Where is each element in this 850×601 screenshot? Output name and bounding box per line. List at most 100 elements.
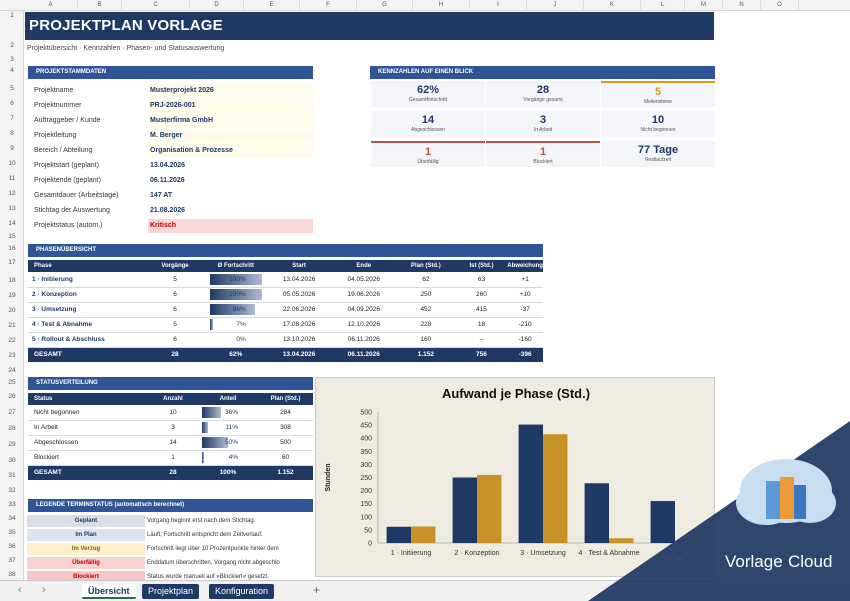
phases-col-header[interactable]: Phase: [28, 260, 146, 272]
row-header-28[interactable]: 28: [8, 425, 16, 432]
phases-col-header[interactable]: Vorgänge: [145, 260, 205, 272]
table-row[interactable]: 1 · Initiierung 5 100% 13.04.2026 04.05.2026…: [28, 272, 543, 288]
row-header-9[interactable]: 9: [10, 145, 14, 152]
table-row[interactable]: Nicht begonnen 10 36% 284: [28, 405, 313, 421]
phases-col-header[interactable]: Start: [266, 260, 332, 272]
row-header-20[interactable]: 20: [8, 307, 16, 314]
column-header-L[interactable]: L: [641, 0, 685, 11]
row-header-33[interactable]: 33: [8, 501, 16, 508]
master-value[interactable]: 21.08.2026: [150, 207, 186, 214]
row-header-27[interactable]: 27: [8, 409, 16, 416]
tab-scroll-left-icon[interactable]: ‹: [18, 584, 22, 596]
row-header-29[interactable]: 29: [8, 441, 16, 448]
row-header-38[interactable]: 38: [8, 571, 16, 578]
table-row[interactable]: 5 · Rollout & Abschluss 6 0% 13.10.2026 06.1…: [28, 332, 543, 348]
row-header-23[interactable]: 23: [8, 352, 16, 359]
column-header-N[interactable]: N: [723, 0, 761, 11]
phases-col-header[interactable]: Ende: [331, 260, 397, 272]
row-header-32[interactable]: 32: [8, 487, 16, 494]
row-header-1[interactable]: 1: [10, 12, 14, 19]
bar-series-1-cat-5[interactable]: [650, 501, 675, 543]
row-header-2[interactable]: 2: [10, 42, 14, 49]
row-header-22[interactable]: 22: [8, 337, 16, 344]
status-col-header[interactable]: Plan (Std.): [258, 393, 313, 405]
master-value[interactable]: PRJ-2026-001: [148, 99, 313, 113]
column-header-C[interactable]: C: [122, 0, 190, 11]
column-header-E[interactable]: E: [244, 0, 300, 11]
column-header-F[interactable]: F: [300, 0, 357, 11]
row-header-8[interactable]: 8: [10, 130, 14, 137]
row-header-36[interactable]: 36: [8, 543, 16, 550]
row-header-13[interactable]: 13: [8, 205, 16, 212]
row-header-31[interactable]: 31: [8, 472, 16, 479]
master-value[interactable]: M. Berger: [148, 129, 313, 143]
row-header-35[interactable]: 35: [8, 529, 16, 536]
row-header-7[interactable]: 7: [10, 115, 14, 122]
row-header-5[interactable]: 5: [10, 85, 14, 92]
master-value[interactable]: 13.04.2026: [150, 162, 186, 169]
table-row[interactable]: 2 · Konzeption 6 100% 05.05.2026 19.06.2026 2…: [28, 287, 543, 303]
bar-series-2-cat-2[interactable]: [477, 474, 502, 543]
row-header-3[interactable]: 3: [10, 56, 14, 63]
column-header-A[interactable]: A: [24, 0, 78, 11]
row-header-6[interactable]: 6: [10, 100, 14, 107]
row-header-19[interactable]: 19: [8, 292, 16, 299]
table-row[interactable]: Abgeschlossen 14 50% 500: [28, 435, 313, 451]
bar-series-2-cat-4[interactable]: [609, 538, 634, 543]
row-header-34[interactable]: 34: [8, 515, 16, 522]
row-header-15[interactable]: 15: [8, 233, 16, 240]
row-header-24[interactable]: 24: [8, 367, 16, 374]
tab-uebersicht[interactable]: Übersicht: [82, 584, 136, 599]
row-header-37[interactable]: 37: [8, 557, 16, 564]
phases-col-header[interactable]: Ist (Std.): [455, 260, 508, 272]
column-header-B[interactable]: B: [78, 0, 122, 11]
phases-col-header[interactable]: Abweichung: [507, 260, 543, 272]
row-header-25[interactable]: 25: [8, 379, 16, 386]
bar-series-1-cat-4[interactable]: [584, 483, 609, 543]
column-header-D[interactable]: D: [190, 0, 244, 11]
tab-konfiguration[interactable]: Konfiguration: [209, 584, 275, 599]
table-row[interactable]: In Arbeit 3 11% 308: [28, 420, 313, 436]
row-header-4[interactable]: 4: [10, 67, 14, 74]
phases-col-header[interactable]: Ø Fortschritt: [204, 260, 267, 272]
row-header-16[interactable]: 16: [8, 245, 16, 252]
master-value[interactable]: 06.11.2026: [150, 177, 185, 184]
tab-scroll-right-icon[interactable]: ›: [42, 584, 46, 596]
table-row[interactable]: Blockiert 1 4% 60: [28, 450, 313, 466]
column-header-G[interactable]: G: [357, 0, 413, 11]
effort-chart[interactable]: Aufwand je Phase (Std.) Stunden 0 50 100 150 2…: [315, 377, 715, 577]
status-col-header[interactable]: Status: [28, 393, 148, 405]
master-value[interactable]: 147 AT: [150, 192, 173, 199]
column-header-J[interactable]: J: [527, 0, 584, 11]
add-sheet-icon[interactable]: +: [313, 583, 321, 597]
bar-series-1-cat-3[interactable]: [518, 424, 543, 543]
master-value[interactable]: Musterfirma GmbH: [148, 114, 313, 128]
phases-col-header[interactable]: Plan (Std.): [396, 260, 456, 272]
column-header-M[interactable]: M: [685, 0, 723, 11]
master-value[interactable]: Musterprojekt 2026: [148, 84, 313, 98]
status-col-header[interactable]: Anzahl: [148, 393, 198, 405]
column-header-O[interactable]: O: [761, 0, 799, 11]
row-header-17[interactable]: 17: [8, 259, 16, 266]
row-header-14[interactable]: 14: [8, 220, 16, 227]
column-header-I[interactable]: I: [470, 0, 527, 11]
row-header-10[interactable]: 10: [8, 160, 16, 167]
row-header-18[interactable]: 18: [8, 277, 16, 284]
bar-series-1-cat-1[interactable]: [386, 526, 411, 543]
row-header-21[interactable]: 21: [8, 322, 16, 329]
master-value[interactable]: Organisation & Prozesse: [148, 144, 313, 158]
tab-projektplan[interactable]: Projektplan: [142, 584, 200, 599]
row-header-30[interactable]: 30: [8, 457, 16, 464]
row-header-12[interactable]: 12: [8, 190, 16, 197]
table-row[interactable]: 4 · Test & Abnahme 5 7% 17.08.2026 12.10.202…: [28, 317, 543, 333]
bar-series-2-cat-3[interactable]: [543, 434, 568, 543]
bar-series-1-cat-2[interactable]: [452, 477, 477, 544]
bar-series-2-cat-1[interactable]: [411, 526, 436, 543]
table-row[interactable]: 3 · Umsetzung 6 86% 22.06.2026 04.09.2026 452…: [28, 302, 543, 318]
master-value[interactable]: Kritisch: [148, 219, 313, 233]
column-header-H[interactable]: H: [413, 0, 470, 11]
status-col-header[interactable]: Anteil: [198, 393, 258, 405]
row-header-11[interactable]: 11: [8, 175, 16, 182]
row-header-26[interactable]: 26: [8, 393, 16, 400]
column-header-K[interactable]: K: [584, 0, 641, 11]
